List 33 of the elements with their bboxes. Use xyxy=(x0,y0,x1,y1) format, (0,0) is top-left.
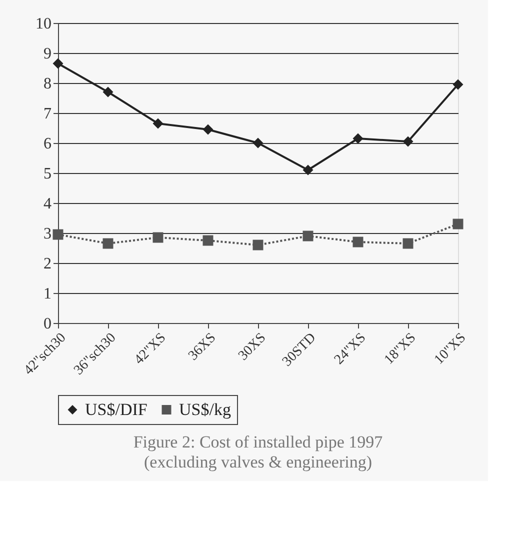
point xyxy=(102,86,114,98)
text: (excluding valves & engineering) xyxy=(144,452,372,472)
point xyxy=(152,118,164,129)
y-tick-label: 3 xyxy=(44,226,52,242)
point xyxy=(252,240,264,250)
point xyxy=(52,229,64,240)
point xyxy=(302,164,314,176)
point xyxy=(302,230,314,242)
y-tick-label: 2 xyxy=(44,256,52,272)
y-tick-label: 10 xyxy=(36,16,52,32)
legend-label: US$/kg xyxy=(179,400,232,419)
y-tick-label: 9 xyxy=(44,46,52,62)
point xyxy=(202,124,214,135)
point xyxy=(402,238,414,249)
point xyxy=(202,235,214,246)
y-tick-label: 7 xyxy=(44,106,52,122)
point xyxy=(452,79,464,90)
point xyxy=(352,133,364,144)
y-tick-label: 6 xyxy=(44,136,52,152)
point xyxy=(352,236,364,248)
y-tick-label: 0 xyxy=(44,316,52,332)
point xyxy=(402,136,414,147)
y-tick-label: 1 xyxy=(44,286,52,302)
y-tick-label: 5 xyxy=(44,166,52,182)
y-tick-label: 8 xyxy=(44,76,52,92)
point xyxy=(102,238,114,249)
point xyxy=(452,218,464,230)
text: Figure 2: Cost of installed pipe 1997 xyxy=(133,432,384,452)
point xyxy=(252,138,264,148)
y-tick-label: 4 xyxy=(44,196,52,212)
point xyxy=(152,232,164,243)
point xyxy=(52,58,64,69)
legend-label: US$/DIF xyxy=(85,400,148,419)
